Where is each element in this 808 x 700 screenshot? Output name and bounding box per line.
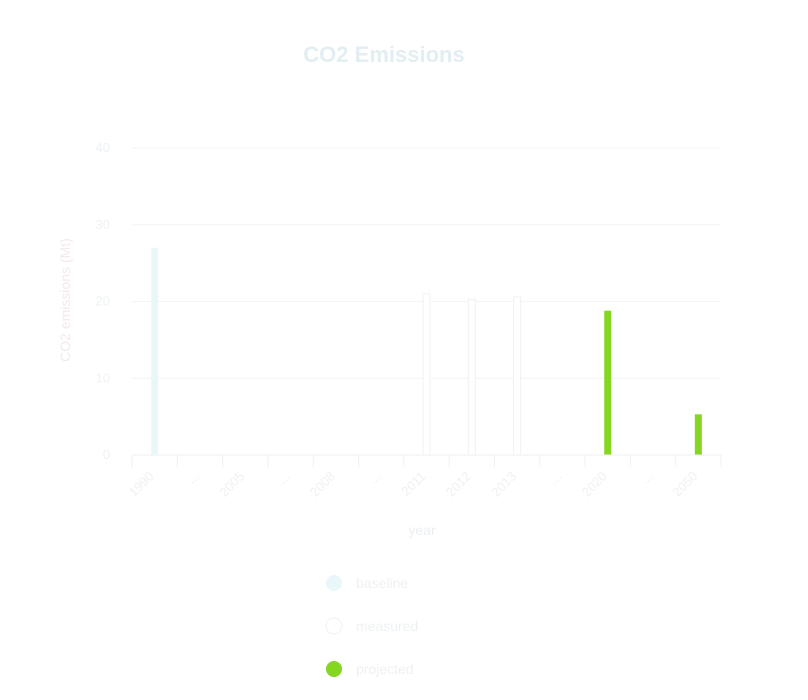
x-tick-label: ... — [184, 469, 202, 487]
bar-baseline-1990 — [151, 247, 159, 455]
x-tick-label: 2013 — [488, 469, 519, 500]
axis-layer: 0 10 20 30 40 1990... 2005... 2008... 2011 2012 20… — [96, 140, 722, 500]
bar-measured-2011 — [422, 293, 431, 456]
x-tick-label: 2012 — [443, 469, 474, 500]
y-tick-label: 0 — [103, 447, 110, 462]
x-tick-label: 2008 — [307, 469, 338, 500]
y-tick-label: 40 — [96, 140, 110, 155]
y-tick-label: 10 — [96, 370, 110, 385]
x-tick-label: ... — [274, 469, 292, 487]
legend-swatch-projected — [326, 661, 342, 677]
legend: baseline measured projected — [325, 575, 418, 677]
legend-label-baseline: baseline — [356, 575, 408, 591]
x-tick-label: ... — [365, 469, 383, 487]
bar-projected-2050 — [694, 414, 702, 455]
x-axis-title: year — [408, 522, 436, 538]
x-tick-label: 2005 — [216, 469, 247, 500]
x-tick-label: 2050 — [669, 469, 700, 500]
bars-layer — [151, 247, 702, 456]
bar-measured-2012 — [467, 298, 476, 456]
bar-measured-2013 — [513, 296, 522, 456]
legend-swatch-measured — [325, 617, 343, 635]
chart-title: CO2 Emissions — [303, 42, 464, 67]
x-tick-label: 2020 — [579, 469, 610, 500]
y-tick-label: 30 — [96, 217, 110, 232]
legend-label-measured: measured — [356, 618, 418, 634]
x-tick-label: 1990 — [126, 469, 157, 500]
bar-projected-2020 — [604, 310, 612, 455]
y-axis-title: CO2 emissions (Mt) — [57, 238, 73, 362]
legend-swatch-baseline — [326, 575, 342, 591]
legend-label-projected: projected — [356, 661, 414, 677]
x-tick-label: ... — [637, 469, 655, 487]
x-tick-label: ... — [546, 469, 564, 487]
x-tick-label: 2011 — [398, 469, 428, 499]
y-tick-label: 20 — [96, 294, 110, 309]
